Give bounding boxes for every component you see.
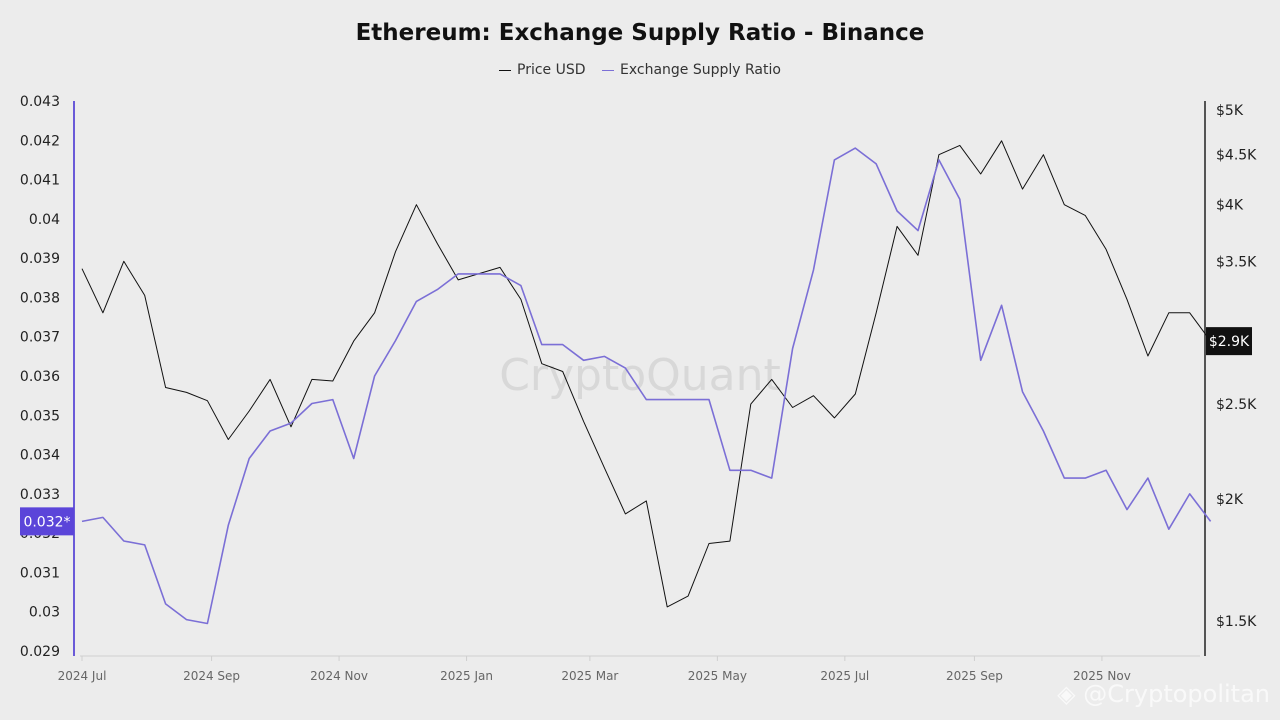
watermark-cryptopolitan: ◈ @Cryptopolitan [1057,680,1270,708]
left-tick-label: 0.037 [20,330,60,346]
legend-label: Exchange Supply Ratio [620,62,781,78]
series-line-price-usd [81,140,1212,608]
left-tick-label: 0.03 [29,605,60,621]
left-tick-label: 0.036 [20,369,60,385]
right-tick-label: $2.5K [1216,397,1257,413]
x-tick-label: 2025 Jan [440,669,493,683]
left-tick-label: 0.029 [20,644,60,660]
right-tick-label: $4.5K [1216,148,1257,164]
x-tick-label: 2025 Nov [1073,669,1131,683]
x-tick-label: 2024 Nov [310,669,368,683]
watermark-cryptoquant: CryptoQuant [499,350,781,401]
left-tick-label: 0.04 [29,212,60,228]
left-tick-label: 0.031 [20,565,60,581]
left-tick-label: 0.039 [20,251,60,267]
right-tick-label: $5K [1216,103,1244,119]
legend-item-ratio[interactable]: Exchange Supply Ratio [602,62,781,78]
left-tick-label: 0.034 [20,448,60,464]
right-tick-label: $2K [1216,492,1244,508]
current-price-label: $2.9K [1209,334,1250,350]
chart-title: Ethereum: Exchange Supply Ratio - Binanc… [355,20,925,46]
current-ratio-label: 0.032* [23,514,70,530]
left-tick-label: 0.033 [20,487,60,503]
right-tick-label: $4K [1216,198,1244,214]
current-price-badge [1206,327,1252,356]
left-tick-label: 0.043 [20,94,60,110]
left-tick-label: 0.041 [20,173,60,189]
left-tick-label: 0.042 [20,133,60,149]
left-tick-label: 0.038 [20,290,60,306]
left-tick-label: 0.035 [20,408,60,424]
x-tick-label: 2025 Mar [561,669,618,683]
legend-item-price[interactable]: Price USD [499,62,586,78]
x-tick-label: 2025 Sep [946,669,1003,683]
x-tick-label: 2025 Jul [820,669,869,683]
x-tick-label: 2024 Jul [58,669,107,683]
legend-label: Price USD [517,62,586,78]
x-tick-label: 2024 Sep [183,669,240,683]
x-tick-label: 2025 May [688,669,747,683]
right-tick-label: $1.5K [1216,614,1257,630]
current-ratio-badge [20,507,74,536]
right-tick-label: $3.5K [1216,254,1257,270]
legend: Price USD Exchange Supply Ratio [0,62,1280,78]
